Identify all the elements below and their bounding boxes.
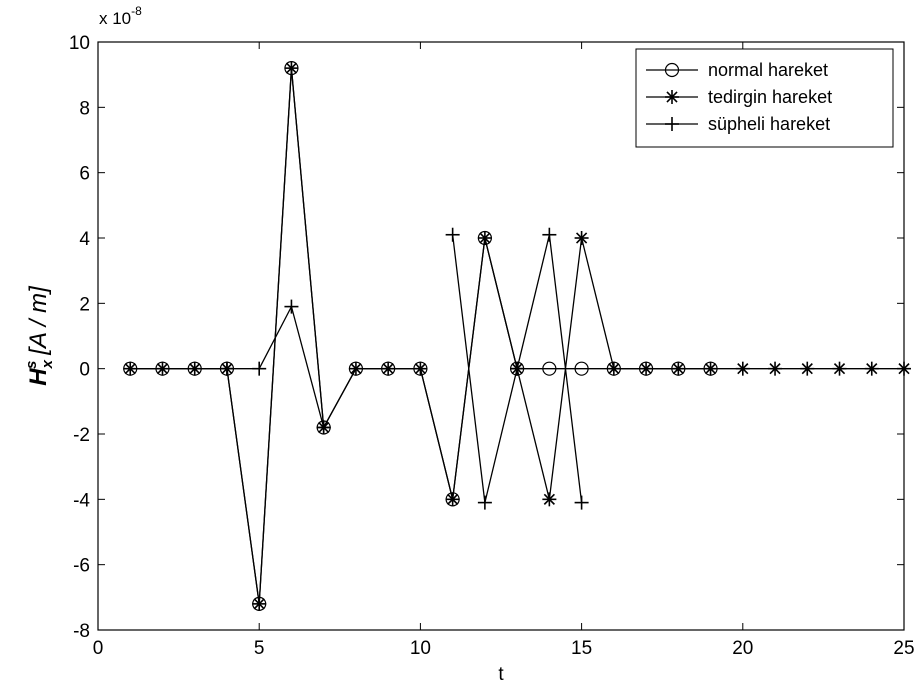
y-tick-label: -4 bbox=[73, 490, 90, 511]
y-tick-label: 10 bbox=[69, 33, 90, 54]
legend: normal hareket tedirgin hareket süpheli ha… bbox=[635, 48, 894, 148]
data-point-s-pheli-hareket bbox=[445, 227, 460, 242]
y-label-subscript: x bbox=[39, 359, 56, 369]
data-point-tedirgin-hareket bbox=[897, 361, 911, 376]
data-point-tedirgin-hareket bbox=[703, 361, 718, 376]
series-markers bbox=[123, 61, 911, 611]
legend-marker-tedirgin-hareket bbox=[665, 90, 679, 104]
data-point-tedirgin-hareket bbox=[574, 231, 589, 245]
data-point-tedirgin-hareket bbox=[123, 361, 138, 376]
legend-marker-normal-hareket bbox=[664, 62, 680, 78]
x-tick-label: 10 bbox=[410, 638, 431, 659]
y-label-symbol: H bbox=[25, 368, 52, 386]
legend-entry-s-pheli-hareket: süpheli hareket bbox=[646, 114, 830, 134]
data-point-tedirgin-hareket bbox=[735, 361, 750, 376]
y-tick-label: 0 bbox=[79, 360, 90, 381]
x-axis-label: t bbox=[498, 664, 504, 685]
svg-text:Hxs[A / m]: Hxs [A / m] bbox=[23, 285, 56, 386]
y-tick-label: 6 bbox=[79, 164, 90, 185]
data-point-tedirgin-hareket bbox=[187, 361, 202, 376]
legend-label: normal hareket bbox=[708, 60, 828, 80]
data-point-s-pheli-hareket bbox=[284, 299, 299, 314]
y-tick-label: -6 bbox=[73, 556, 90, 577]
legend-entry-normal-hareket: normal hareket bbox=[646, 60, 828, 80]
data-point-s-pheli-hareket bbox=[316, 420, 331, 435]
x-tick-label: 25 bbox=[893, 638, 914, 659]
data-point-tedirgin-hareket bbox=[284, 61, 299, 76]
y-axis-label: Hxs [A / m] bbox=[23, 285, 56, 386]
data-point-tedirgin-hareket bbox=[477, 231, 492, 245]
data-point-s-pheli-hareket bbox=[510, 361, 525, 376]
y-multiplier-exponent: -8 bbox=[131, 4, 142, 18]
legend-label: tedirgin hareket bbox=[708, 87, 832, 107]
y-tick-label: 2 bbox=[79, 294, 90, 315]
y-multiplier: x 10-8 bbox=[99, 4, 142, 28]
legend-marker-s-pheli-hareket bbox=[665, 117, 679, 131]
data-point-normal-hareket bbox=[574, 361, 589, 376]
data-point-tedirgin-hareket bbox=[800, 361, 815, 376]
data-point-tedirgin-hareket bbox=[639, 361, 654, 376]
y-tick-label: 8 bbox=[79, 98, 90, 119]
data-point-tedirgin-hareket bbox=[542, 492, 557, 507]
data-point-tedirgin-hareket bbox=[832, 361, 847, 376]
series-line-s-pheli-hareket bbox=[226, 304, 325, 428]
x-tick-label: 15 bbox=[571, 638, 592, 659]
legend-box bbox=[635, 48, 894, 148]
x-tick-label: 20 bbox=[732, 638, 753, 659]
data-point-tedirgin-hareket bbox=[445, 492, 460, 507]
data-point-tedirgin-hareket bbox=[864, 361, 879, 376]
data-point-tedirgin-hareket bbox=[348, 361, 363, 376]
data-point-s-pheli-hareket bbox=[219, 361, 234, 376]
data-point-s-pheli-hareket bbox=[542, 227, 557, 242]
axis-ticks: 0 5 10 15 20 25 -8 -6 -4 -2 0 2 4 6 8 10 bbox=[69, 33, 915, 659]
x-tick-label: 0 bbox=[93, 638, 104, 659]
data-point-tedirgin-hareket bbox=[768, 361, 783, 376]
data-point-normal-hareket bbox=[542, 361, 557, 376]
data-point-s-pheli-hareket bbox=[574, 495, 589, 510]
legend-entry-tedirgin-hareket: tedirgin hareket bbox=[646, 87, 832, 107]
data-point-tedirgin-hareket bbox=[606, 361, 621, 376]
x-tick-label: 5 bbox=[254, 638, 265, 659]
y-label-superscript: s bbox=[23, 361, 40, 369]
data-point-tedirgin-hareket bbox=[252, 596, 267, 611]
y-label-units: [A / m] bbox=[25, 285, 52, 356]
y-tick-label: 4 bbox=[79, 229, 90, 250]
legend-label: süpheli hareket bbox=[708, 114, 830, 134]
data-point-tedirgin-hareket bbox=[381, 361, 396, 376]
data-point-s-pheli-hareket bbox=[477, 495, 492, 510]
y-tick-label: -8 bbox=[73, 621, 90, 642]
y-tick-label: -2 bbox=[73, 425, 90, 446]
data-point-s-pheli-hareket bbox=[252, 361, 267, 376]
data-point-tedirgin-hareket bbox=[155, 361, 170, 376]
data-point-tedirgin-hareket bbox=[671, 361, 686, 376]
data-point-tedirgin-hareket bbox=[413, 361, 428, 376]
